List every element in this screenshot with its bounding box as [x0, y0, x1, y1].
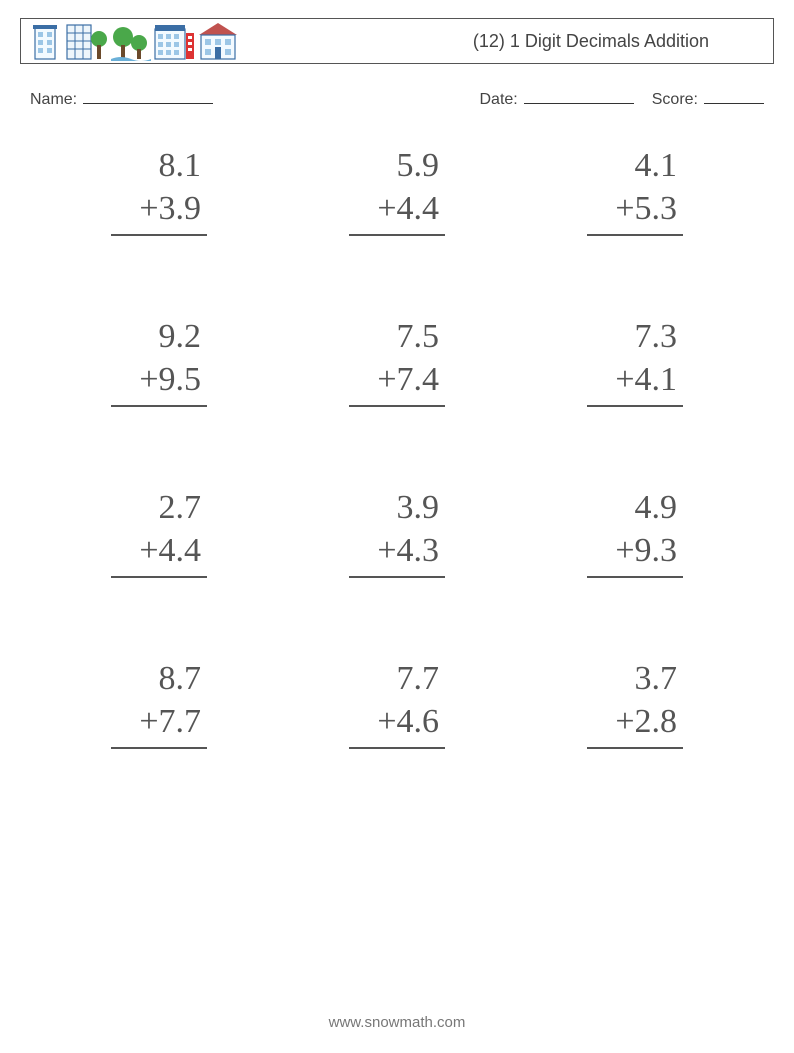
problem-rule: [587, 576, 683, 578]
problem: 4.9+9.3: [546, 487, 724, 578]
operand-b: +4.4: [111, 530, 207, 573]
score-blank[interactable]: [704, 88, 764, 104]
operand-b: +2.8: [587, 701, 683, 744]
problem: 5.9+4.4: [308, 145, 486, 236]
problem: 7.3+4.1: [546, 316, 724, 407]
worksheet-title: (12) 1 Digit Decimals Addition: [473, 31, 709, 52]
operand-b: +7.7: [111, 701, 207, 744]
info-row: Name: Date: Score:: [30, 88, 764, 109]
problem-rule: [587, 747, 683, 749]
operand-b: +4.1: [587, 359, 683, 402]
problem: 7.5+7.4: [308, 316, 486, 407]
problem-rule: [349, 405, 445, 407]
operand-b: +4.3: [349, 530, 445, 573]
operand-a: 4.1: [587, 145, 683, 188]
problem-rule: [111, 234, 207, 236]
problem: 4.1+5.3: [546, 145, 724, 236]
footer-text: www.snowmath.com: [0, 1014, 794, 1031]
problem-rule: [349, 234, 445, 236]
problem-rule: [587, 405, 683, 407]
operand-a: 7.5: [349, 316, 445, 359]
operand-b: +7.4: [349, 359, 445, 402]
problem-rule: [111, 576, 207, 578]
building-icon: [153, 23, 195, 61]
problem-rule: [349, 576, 445, 578]
problem: 8.7+7.7: [70, 658, 248, 749]
score-field: Score:: [652, 88, 764, 109]
operand-a: 7.3: [587, 316, 683, 359]
problem: 3.7+2.8: [546, 658, 724, 749]
problem-rule: [111, 747, 207, 749]
name-label: Name:: [30, 91, 77, 109]
score-label: Score:: [652, 91, 698, 109]
operand-a: 3.7: [587, 658, 683, 701]
worksheet-page: (12) 1 Digit Decimals Addition Name: Dat…: [0, 0, 794, 1053]
operand-b: +9.5: [111, 359, 207, 402]
name-blank[interactable]: [83, 88, 213, 104]
operand-a: 4.9: [587, 487, 683, 530]
problem: 3.9+4.3: [308, 487, 486, 578]
operand-a: 5.9: [349, 145, 445, 188]
name-field: Name:: [30, 88, 213, 109]
building-icon: [111, 23, 151, 61]
operand-b: +5.3: [587, 188, 683, 231]
operand-a: 8.1: [111, 145, 207, 188]
problem: 7.7+4.6: [308, 658, 486, 749]
operand-b: +4.6: [349, 701, 445, 744]
buildings-icon-row: [27, 21, 239, 61]
operand-a: 9.2: [111, 316, 207, 359]
problem: 2.7+4.4: [70, 487, 248, 578]
operand-b: +4.4: [349, 188, 445, 231]
operand-b: +3.9: [111, 188, 207, 231]
header-bar: (12) 1 Digit Decimals Addition: [20, 18, 774, 64]
operand-a: 3.9: [349, 487, 445, 530]
date-label: Date:: [480, 91, 518, 109]
problem-rule: [349, 747, 445, 749]
building-icon: [65, 23, 109, 61]
building-icon: [27, 23, 63, 61]
building-icon: [197, 23, 239, 61]
problem-rule: [587, 234, 683, 236]
problem: 9.2+9.5: [70, 316, 248, 407]
operand-a: 8.7: [111, 658, 207, 701]
problem-rule: [111, 405, 207, 407]
date-field: Date:: [480, 88, 634, 109]
operand-b: +9.3: [587, 530, 683, 573]
problem: 8.1+3.9: [70, 145, 248, 236]
date-blank[interactable]: [524, 88, 634, 104]
operand-a: 7.7: [349, 658, 445, 701]
problems-grid: 8.1+3.9 5.9+4.4 4.1+5.3 9.2+9.5 7.5+7.4 …: [70, 145, 724, 749]
operand-a: 2.7: [111, 487, 207, 530]
